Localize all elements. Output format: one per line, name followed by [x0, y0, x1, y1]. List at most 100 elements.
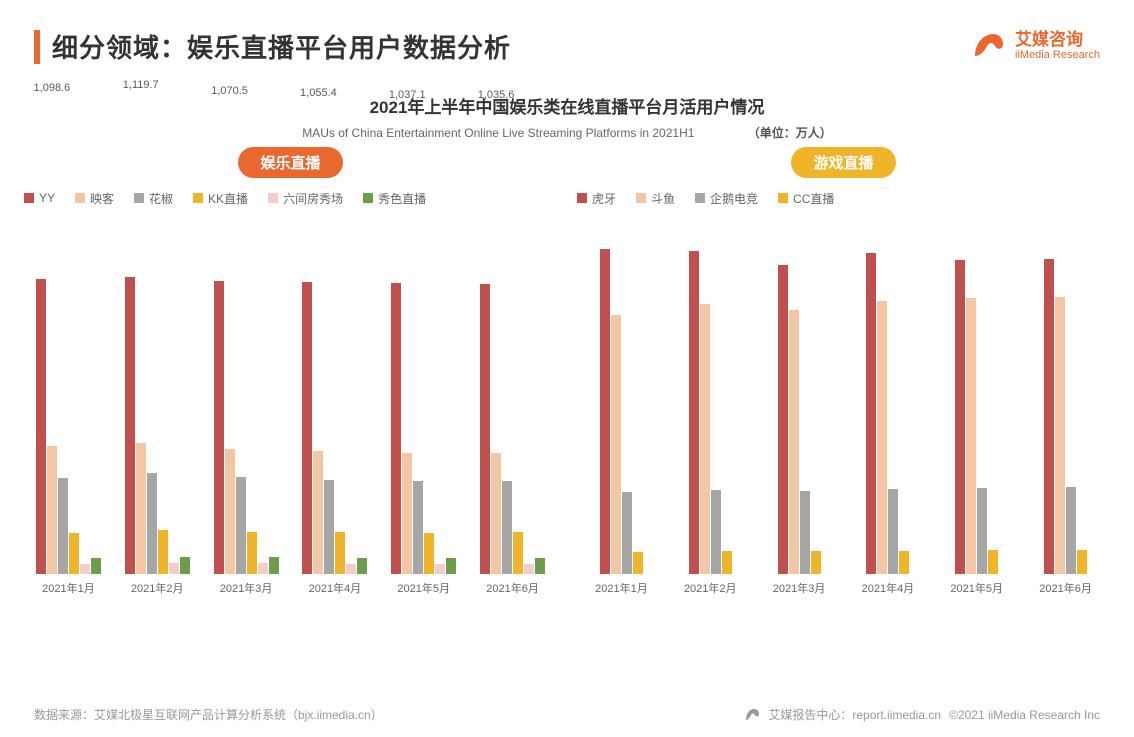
bar — [269, 557, 279, 574]
x-axis-label: 2021年6月 — [1039, 580, 1092, 596]
bar — [313, 451, 323, 574]
bar — [125, 277, 135, 574]
bar — [247, 532, 257, 574]
value-label: 1,119.7 — [123, 79, 159, 91]
legend-item: 六间房秀场 — [268, 188, 343, 208]
legend-swatch — [268, 193, 278, 203]
legend: 虎牙斗鱼企鹅电竞CC直播 — [577, 188, 1110, 208]
bar-group: 2,690.22,366.52021年5月 — [932, 224, 1021, 596]
bar — [180, 557, 190, 574]
legend-swatch — [363, 193, 373, 203]
bar — [225, 449, 235, 574]
bar — [47, 446, 57, 574]
x-axis-label: 2021年5月 — [950, 580, 1003, 596]
logo-en: iiMedia Research — [1015, 49, 1100, 61]
bar-group: 2,542.71,119.72021年2月 — [113, 224, 202, 596]
legend: YY 映客花椒 KK直播 六间房秀场 秀色直播 — [24, 188, 557, 208]
bar-group: 2,526.21,098.62021年1月 — [24, 224, 113, 596]
x-axis-label: 2021年5月 — [397, 580, 450, 596]
bar — [513, 532, 523, 574]
chart-subtitle-row: MAUs of China Entertainment Online Live … — [0, 124, 1134, 141]
bar — [446, 558, 456, 574]
footer-right: 艾媒报告中心：report.iimedia.cn ©2021 iiMedia R… — [744, 706, 1100, 723]
x-axis-label: 2021年6月 — [486, 580, 539, 596]
bar — [689, 251, 699, 574]
bar — [1055, 297, 1065, 574]
bar — [600, 249, 610, 574]
footer: 数据来源：艾媒北极星互联网产品计算分析系统（bjx.iimedia.cn） 艾媒… — [0, 706, 1134, 723]
legend-swatch — [24, 193, 34, 203]
bar — [236, 477, 246, 574]
legend-item: 花椒 — [134, 188, 173, 208]
chart-gaming: 游戏直播虎牙斗鱼企鹅电竞CC直播2,789.32,220.02021年1月2,7… — [577, 147, 1110, 596]
bars: 2,488.71,035.6 — [480, 224, 545, 574]
category-badge: 娱乐直播 — [238, 147, 342, 178]
bar — [391, 283, 401, 574]
bar — [778, 265, 788, 574]
chart-entertainment: 娱乐直播 YY 映客花椒 KK直播 六间房秀场 秀色直播 2,526.21,098.6202… — [24, 147, 557, 596]
bar — [214, 281, 224, 574]
legend-label: 企鹅电竞 — [710, 190, 758, 207]
bars: 2,703.72,378.3 — [1044, 224, 1087, 574]
bar — [988, 550, 998, 574]
legend-item: CC直播 — [778, 188, 834, 208]
legend-swatch — [134, 193, 144, 203]
x-axis-label: 2021年1月 — [42, 580, 95, 596]
bar — [899, 551, 909, 574]
brand-logo: 艾媒咨询 iiMedia Research — [971, 28, 1100, 64]
bar — [158, 530, 168, 574]
bars: 2,497.61,037.1 — [391, 224, 456, 574]
bars: 2,766.42,316.4 — [689, 224, 732, 574]
bar — [877, 301, 887, 574]
legend-label: 六间房秀场 — [283, 190, 343, 207]
footer-report-center: 艾媒报告中心：report.iimedia.cn — [768, 706, 941, 723]
bar — [69, 533, 79, 574]
legend-item: 斗鱼 — [636, 188, 675, 208]
legend-label: 斗鱼 — [651, 190, 675, 207]
legend-label: YY — [39, 191, 55, 205]
title-wrap: 细分领域：娱乐直播平台用户数据分析 — [34, 28, 511, 65]
bar-group: 2,789.32,220.02021年1月 — [577, 224, 666, 596]
bars: 2,789.32,220.0 — [600, 224, 643, 574]
legend-item: 映客 — [75, 188, 114, 208]
bar — [888, 489, 898, 574]
bar — [700, 304, 710, 574]
legend-item: YY — [24, 188, 55, 208]
bar — [1066, 487, 1076, 574]
bar-group: 2,497.61,037.1 2021年5月 — [379, 224, 468, 596]
legend-label: 秀色直播 — [378, 190, 426, 207]
bar — [480, 284, 490, 574]
bar — [147, 473, 157, 575]
bars: 2,542.71,119.7 — [125, 224, 190, 574]
legend-swatch — [577, 193, 587, 203]
bar — [535, 558, 545, 574]
bar — [611, 315, 621, 574]
unit-label: （单位：万人） — [748, 126, 832, 140]
legend-item: 秀色直播 — [363, 188, 426, 208]
legend-label: CC直播 — [793, 190, 834, 207]
bar — [711, 490, 721, 574]
bar — [966, 298, 976, 574]
legend-item: 企鹅电竞 — [695, 188, 758, 208]
legend-label: KK直播 — [208, 190, 248, 207]
bar — [955, 260, 965, 574]
bar — [524, 564, 534, 574]
bar — [435, 564, 445, 574]
bar-group: 2,500.81,055.42021年4月 — [290, 224, 379, 596]
chart-title: 2021年上半年中国娱乐类在线直播平台月活用户情况 — [0, 93, 1134, 118]
bar — [258, 563, 268, 574]
bars: 2,749.82,341.1 — [866, 224, 909, 574]
plot-area: 2,789.32,220.02021年1月 2,766.42,316.4 2021年… — [577, 216, 1110, 596]
chart-subtitle: MAUs of China Entertainment Online Live … — [302, 126, 694, 140]
bar — [424, 533, 434, 574]
bar — [866, 253, 876, 574]
bar — [169, 563, 179, 574]
bar-group: 2,749.82,341.1 2021年4月 — [843, 224, 932, 596]
accent-bar — [34, 30, 40, 64]
logo-cn: 艾媒咨询 — [1015, 31, 1100, 50]
bars: 2,500.81,055.4 — [302, 224, 367, 574]
bar — [136, 443, 146, 574]
bar — [413, 481, 423, 574]
x-axis-label: 2021年4月 — [862, 580, 915, 596]
bar-group: 2,507.61,070.52021年3月 — [202, 224, 291, 596]
